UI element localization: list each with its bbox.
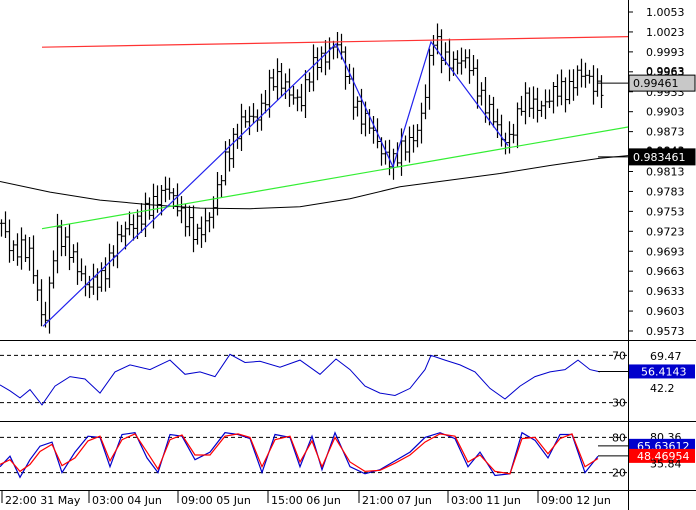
rsi-level-label: 30: [612, 397, 626, 410]
y-tick-label: 1.0053: [646, 6, 685, 19]
x-tick-label: 15:00 06 Jun: [271, 494, 341, 507]
y-tick-label: 0.9813: [646, 166, 685, 179]
y-tick-label-partial: 0.9963: [646, 65, 685, 78]
rsi-tag-value: 42.2: [650, 382, 675, 395]
pattern-zigzag-line: [42, 40, 509, 327]
rsi-level-label: 70: [612, 349, 626, 362]
y-tick-label: 0.9633: [646, 285, 685, 298]
y-tick-label: 0.9723: [646, 225, 685, 238]
price-tag-box: [628, 74, 696, 92]
rsi-tag-value: 56.4143: [641, 365, 687, 378]
rsi-tag-box: [629, 364, 695, 379]
stoch-tag-box: [629, 448, 695, 463]
stoch-level-label: 80: [612, 431, 626, 444]
y-tick-label: 0.9993: [646, 46, 685, 59]
x-tick-label: 21:00 07 Jun: [362, 494, 432, 507]
support-trendline: [41, 126, 629, 230]
y-tick-label: 0.9663: [646, 265, 685, 278]
y-tick-label: 0.9753: [646, 205, 685, 218]
y-tick-label: 0.9573: [646, 325, 685, 338]
rsi-tag-value: 69.47: [650, 350, 682, 363]
stoch-k-line: [0, 431, 599, 479]
stoch-tag-value: 35.84: [650, 457, 682, 470]
y-tick-label: 0.9693: [646, 245, 685, 258]
y-tick-label: 0.9783: [646, 185, 685, 198]
stoch-tag-value: 48.46954: [637, 450, 690, 463]
x-tick-label: 09:00 12 Jun: [541, 494, 611, 507]
x-tick-label: 03:00 11 Jun: [451, 494, 521, 507]
price-tag-value: 0.983461: [633, 151, 686, 164]
price-tag-value: 0.99461: [633, 77, 679, 90]
resistance-trendline: [41, 36, 629, 48]
rsi-line: [0, 353, 601, 406]
x-tick-label: 22:00 31 May: [5, 494, 81, 507]
moving-average-line: [0, 155, 629, 210]
y-tick-label: 1.0023: [646, 26, 685, 39]
price-tag-box: [628, 148, 696, 166]
x-tick-label: 09:00 05 Jun: [181, 494, 251, 507]
x-tick-label: 03:00 04 Jun: [92, 494, 162, 507]
y-tick-label: 0.9603: [646, 305, 685, 318]
stoch-level-label: 20: [612, 467, 626, 480]
y-tick-label: 0.9903: [646, 106, 685, 119]
stoch-d-line: [0, 433, 599, 475]
y-tick-label: 0.9873: [646, 126, 685, 139]
